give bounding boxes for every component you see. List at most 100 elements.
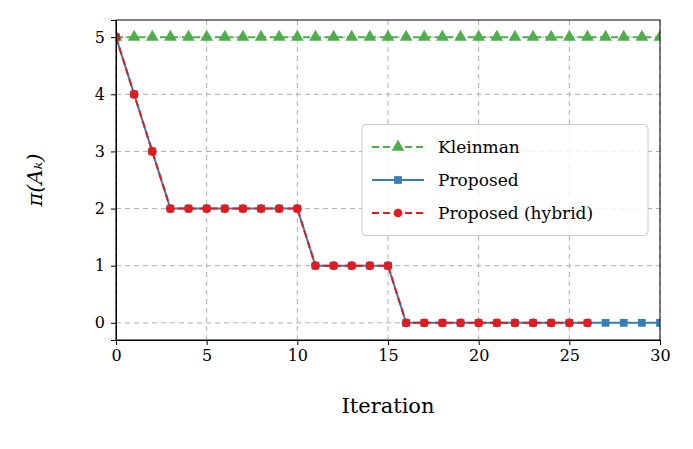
series-marker	[382, 30, 395, 41]
tick-mark	[111, 266, 116, 267]
tick-mark	[660, 340, 661, 345]
series-marker	[511, 318, 520, 327]
tick-label: 0	[111, 346, 121, 365]
series-marker	[218, 30, 231, 41]
series-marker	[418, 30, 431, 41]
series-marker	[255, 30, 268, 41]
series-marker	[545, 30, 558, 41]
tick: 20	[469, 340, 489, 365]
series-marker	[402, 318, 411, 327]
tick: 0	[95, 313, 116, 332]
series-marker	[529, 319, 537, 327]
tick-label: 2	[95, 199, 105, 218]
series-marker	[293, 205, 301, 213]
series-marker	[130, 90, 139, 99]
series-marker	[438, 318, 447, 327]
tick: 3	[95, 142, 116, 161]
series-marker	[620, 319, 628, 327]
series-marker	[330, 262, 338, 270]
series-marker	[472, 30, 485, 41]
series-marker	[529, 318, 538, 327]
legend-label: Proposed (hybrid)	[438, 203, 593, 223]
series-marker	[203, 205, 211, 213]
series-line	[116, 37, 660, 323]
series-marker	[185, 205, 193, 213]
series-marker	[237, 30, 250, 41]
legend: KleinmanProposedProposed (hybrid)	[362, 125, 648, 236]
series-marker	[436, 30, 449, 41]
tick-mark	[111, 37, 116, 38]
series-marker	[384, 262, 392, 270]
series-marker	[291, 30, 304, 41]
tick: 5	[202, 340, 212, 365]
series-marker	[309, 30, 322, 41]
grid-line-x	[206, 20, 207, 340]
series-marker	[128, 30, 141, 41]
tick-mark	[569, 340, 570, 345]
tick: 10	[288, 340, 308, 365]
series-marker	[656, 319, 660, 327]
series-marker	[654, 30, 660, 41]
series-marker	[130, 90, 138, 98]
series-marker	[599, 30, 612, 41]
x-axis-label: Iteration	[341, 394, 434, 418]
tick-label: 30	[650, 346, 670, 365]
tick-label: 15	[378, 346, 398, 365]
plot-frame	[116, 20, 660, 340]
series-marker	[492, 318, 501, 327]
series-marker	[221, 205, 229, 213]
tick: 15	[378, 340, 398, 365]
tick-mark	[111, 151, 116, 152]
tick-mark	[297, 340, 298, 345]
series-marker	[329, 261, 338, 270]
chart: 051015202530012345KleinmanProposedPropos…	[0, 0, 693, 449]
legend-label: Kleinman	[438, 137, 520, 157]
series-marker	[182, 30, 195, 41]
series-marker	[384, 261, 393, 270]
tick-mark	[111, 94, 116, 95]
series-marker	[475, 319, 483, 327]
tick-label: 20	[469, 346, 489, 365]
legend-frame	[362, 125, 648, 236]
series-marker	[547, 318, 556, 327]
series-marker	[636, 30, 649, 41]
series-marker	[490, 30, 503, 41]
series-marker	[420, 319, 428, 327]
series-marker	[257, 204, 266, 213]
tick-mark	[479, 340, 480, 345]
series-marker	[273, 30, 286, 41]
x-axis: 051015202530	[111, 340, 670, 365]
series-marker	[167, 205, 175, 213]
tick-mark	[207, 340, 208, 345]
series-marker	[602, 319, 610, 327]
series-marker	[348, 262, 356, 270]
tick-mark	[111, 323, 116, 324]
series-marker	[200, 30, 213, 41]
series-marker	[583, 318, 592, 327]
series-marker	[402, 319, 410, 327]
legend-marker	[394, 176, 402, 184]
series-marker	[146, 30, 159, 41]
series-marker	[257, 205, 265, 213]
series-marker	[581, 30, 594, 41]
series-marker	[312, 262, 320, 270]
y-axis: 012345	[95, 21, 117, 341]
series-marker	[220, 204, 229, 213]
tick-label: 3	[95, 142, 105, 161]
tick-mark	[388, 340, 389, 345]
tick: 0	[111, 340, 121, 365]
series-marker	[527, 30, 540, 41]
series-marker	[347, 261, 356, 270]
tick-label: 4	[95, 85, 105, 104]
series-marker	[364, 30, 377, 41]
grid	[116, 20, 660, 340]
series-marker	[638, 319, 646, 327]
series-marker	[420, 318, 429, 327]
series-marker	[439, 319, 447, 327]
series-marker	[239, 204, 248, 213]
series-marker	[617, 30, 630, 41]
series-marker	[239, 205, 247, 213]
series-marker	[454, 30, 467, 41]
series-marker	[456, 318, 465, 327]
series-marker	[184, 204, 193, 213]
